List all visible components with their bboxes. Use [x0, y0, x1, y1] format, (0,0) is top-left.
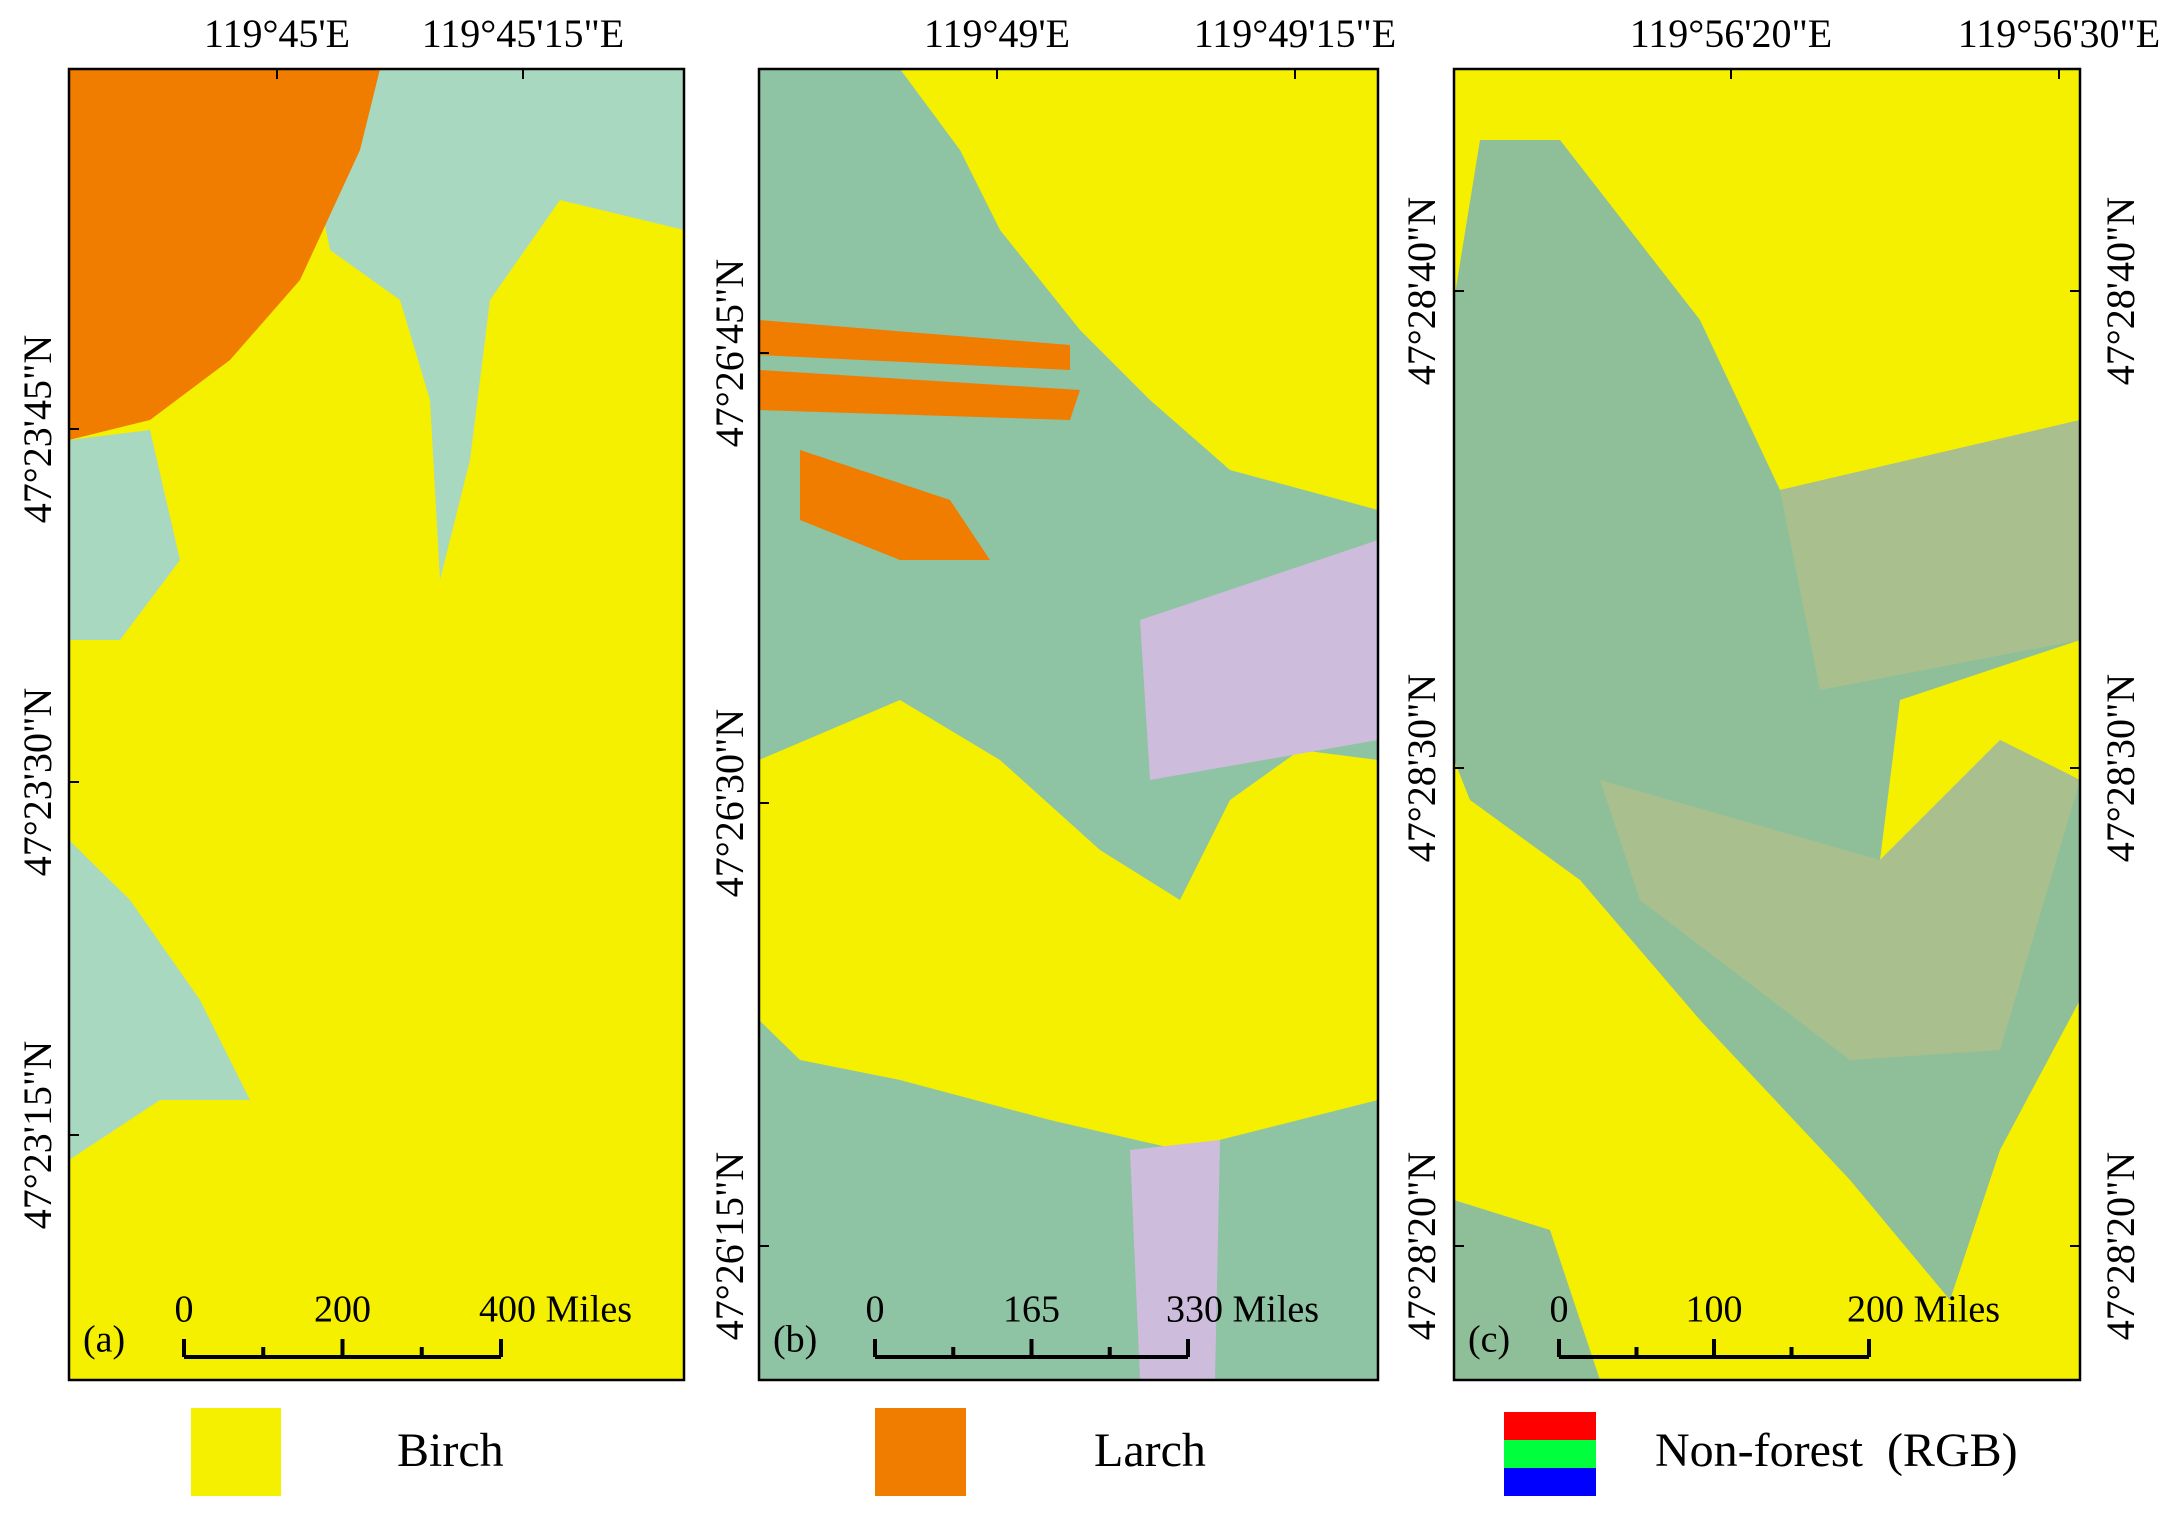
left-tick-label: 47°28'30"N [1399, 674, 1444, 862]
map-b [759, 69, 1378, 1380]
left-tick-label: 47°26'30"N [707, 709, 752, 897]
right-tick-label: 47°28'30"N [2098, 674, 2143, 862]
scale-bar-label: 0 [866, 1289, 885, 1331]
panel-label: (c) [1468, 1319, 1510, 1361]
left-tick-label: 47°28'20"N [1399, 1152, 1444, 1340]
left-tick-label: 47°26'15"N [707, 1152, 752, 1340]
legend-label: Birch [397, 1424, 504, 1477]
left-tick-label: 47°23'30"N [15, 688, 60, 876]
right-tick-label: 47°28'40"N [2098, 197, 2143, 385]
left-tick-label: 47°23'15"N [15, 1041, 60, 1229]
top-tick-label: 119°49'E [924, 11, 1070, 56]
left-tick-label: 47°23'45"N [15, 335, 60, 523]
legend-swatch [1504, 1468, 1596, 1496]
scale-bar-label: 330 Miles [1166, 1289, 1319, 1331]
top-tick-label: 119°45'E [204, 11, 350, 56]
scale-bar-label: 200 Miles [1847, 1289, 2000, 1331]
left-tick-label: 47°26'45"N [707, 259, 752, 447]
scale-bar-label: 0 [175, 1289, 194, 1331]
scale-bar-label: 100 [1686, 1289, 1743, 1331]
frame [67, 67, 686, 1382]
top-tick-label: 119°56'20"E [1630, 11, 1832, 56]
legend-label: Larch [1094, 1424, 1206, 1477]
legend-swatch [875, 1408, 966, 1496]
scale-bar-label: 165 [1003, 1289, 1060, 1331]
scale-bar-label: 0 [1550, 1289, 1569, 1331]
frame [757, 67, 1380, 1382]
map-a [69, 69, 684, 1380]
top-tick-label: 119°49'15"E [1194, 11, 1396, 56]
legend-swatch [191, 1408, 281, 1496]
scale-bar-label: 200 [314, 1289, 371, 1331]
legend-swatch [1504, 1412, 1596, 1440]
legend-label: Non-forest (RGB) [1655, 1424, 2018, 1477]
legend-swatch [1504, 1440, 1596, 1468]
panel-label: (a) [83, 1319, 125, 1361]
right-tick-label: 47°28'20"N [2098, 1152, 2143, 1340]
scale-bar-label: 400 Miles [479, 1289, 632, 1331]
top-tick-label: 119°56'30"E [1958, 11, 2160, 56]
top-tick-label: 119°45'15"E [422, 11, 624, 56]
frame [1452, 67, 2082, 1382]
left-tick-label: 47°28'40"N [1399, 197, 1444, 385]
map-c [1454, 69, 2080, 1380]
panel-label: (b) [773, 1319, 817, 1361]
